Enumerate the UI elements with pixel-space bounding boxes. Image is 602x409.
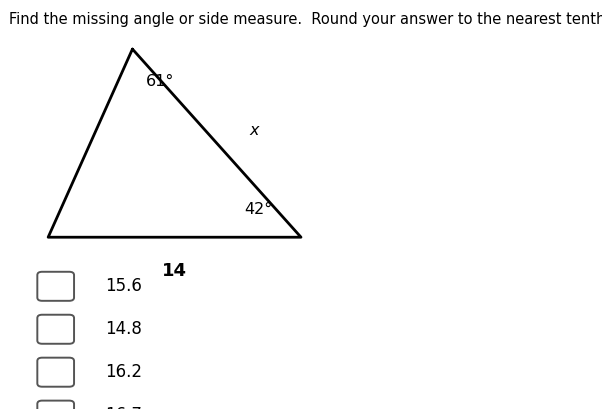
Text: 16.2: 16.2 bbox=[105, 363, 142, 381]
FancyBboxPatch shape bbox=[37, 401, 74, 409]
Text: 16.7: 16.7 bbox=[105, 406, 142, 409]
Text: Find the missing angle or side measure.  Round your answer to the nearest tenth.: Find the missing angle or side measure. … bbox=[9, 12, 602, 27]
FancyBboxPatch shape bbox=[37, 272, 74, 301]
Text: x: x bbox=[250, 124, 259, 138]
Text: 15.6: 15.6 bbox=[105, 277, 142, 295]
Text: 61°: 61° bbox=[146, 74, 174, 89]
FancyBboxPatch shape bbox=[37, 315, 74, 344]
Text: 42°: 42° bbox=[244, 202, 272, 217]
Text: 14.8: 14.8 bbox=[105, 320, 142, 338]
FancyBboxPatch shape bbox=[37, 357, 74, 387]
Text: 14: 14 bbox=[162, 262, 187, 280]
